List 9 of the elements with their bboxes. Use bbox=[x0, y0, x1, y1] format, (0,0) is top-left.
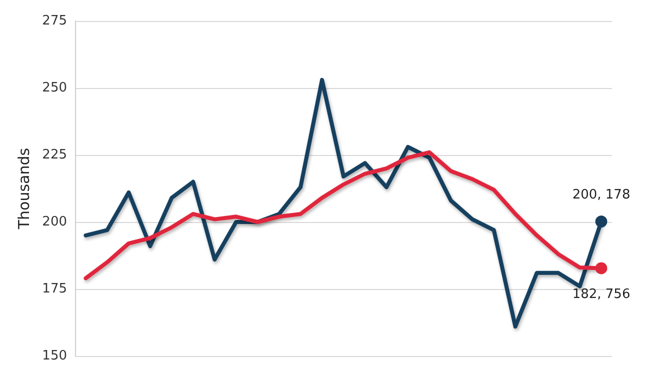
annotation: 182, 756 bbox=[572, 287, 630, 302]
y-tick-label: 200 bbox=[42, 214, 67, 230]
y-tick-label: 150 bbox=[42, 348, 67, 364]
y-tick-label: 225 bbox=[42, 148, 67, 162]
y-tick-label: 175 bbox=[42, 282, 67, 296]
annotation: 200, 178 bbox=[572, 188, 630, 203]
y-tick-label: 250 bbox=[42, 80, 67, 96]
y-axis-title: Thousands bbox=[14, 148, 33, 230]
y-tick-label: 275 bbox=[42, 14, 67, 28]
